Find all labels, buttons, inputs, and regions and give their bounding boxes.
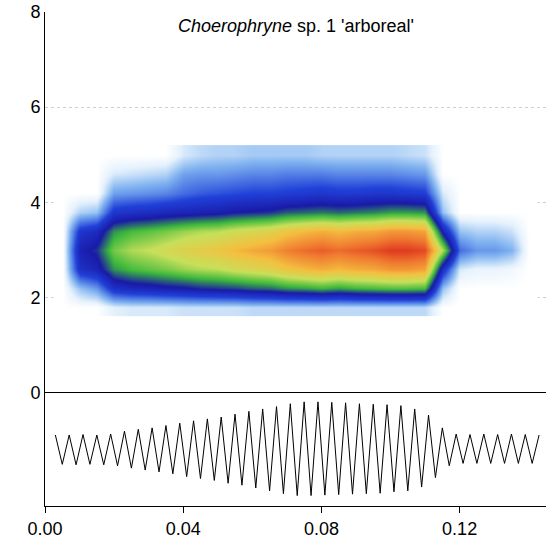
svg-text:6: 6 <box>30 97 40 117</box>
svg-text:0.12: 0.12 <box>442 519 477 539</box>
svg-text:4: 4 <box>30 192 40 212</box>
svg-text:0.04: 0.04 <box>166 519 201 539</box>
svg-text:2: 2 <box>30 288 40 308</box>
svg-text:Choerophryne sp. 1 'arboreal': Choerophryne sp. 1 'arboreal' <box>178 16 414 36</box>
svg-text:0.00: 0.00 <box>27 519 62 539</box>
svg-text:0.08: 0.08 <box>304 519 339 539</box>
svg-text:0: 0 <box>30 383 40 403</box>
svg-text:8: 8 <box>30 2 40 22</box>
